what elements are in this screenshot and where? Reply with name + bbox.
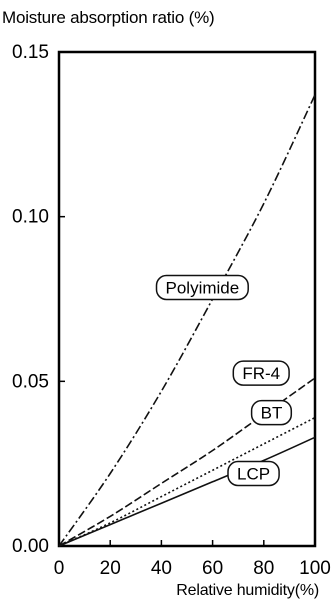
x-tick-label: 80 xyxy=(253,558,274,579)
series-label-fr-4: FR-4 xyxy=(232,360,290,386)
x-tick-label: 100 xyxy=(299,558,331,579)
y-tick-label: 0.15 xyxy=(12,42,49,63)
y-axis-title: Moisture absorption ratio (%) xyxy=(2,8,215,27)
y-tick-label: 0.10 xyxy=(12,207,49,228)
y-tick-label: 0.00 xyxy=(12,536,49,557)
y-tick-layer: 0.00 0.05 0.10 0.15 xyxy=(12,42,65,557)
plot-frame xyxy=(57,50,317,548)
series-label-lcp: LCP xyxy=(227,460,280,487)
series-label-layer: Polyimide FR-4 BT LCP xyxy=(155,274,293,487)
series-label-text: Polyimide xyxy=(166,278,240,297)
series-label-text: BT xyxy=(261,404,283,423)
x-tick-label: 20 xyxy=(100,558,121,579)
series-label-polyimide: Polyimide xyxy=(155,274,249,301)
y-tick-label: 0.05 xyxy=(12,371,49,392)
x-tick-layer: 0 20 40 60 80 100 xyxy=(54,540,331,579)
x-tick-label: 60 xyxy=(202,558,223,579)
series-label-box xyxy=(227,460,280,487)
series-label-box xyxy=(250,399,293,426)
series-line-polyimide xyxy=(58,94,316,547)
series-line-lcp xyxy=(58,436,316,547)
x-axis-title: Relative humidity(%) xyxy=(176,582,319,599)
series-label-box xyxy=(232,360,290,386)
series-label-text: FR-4 xyxy=(242,364,280,383)
series-line-bt xyxy=(58,416,316,547)
x-tick-label: 40 xyxy=(151,558,172,579)
series-label-box xyxy=(155,274,249,301)
series-label-bt: BT xyxy=(250,399,293,426)
x-tick-label: 0 xyxy=(54,558,65,579)
series-label-text: LCP xyxy=(237,465,270,484)
